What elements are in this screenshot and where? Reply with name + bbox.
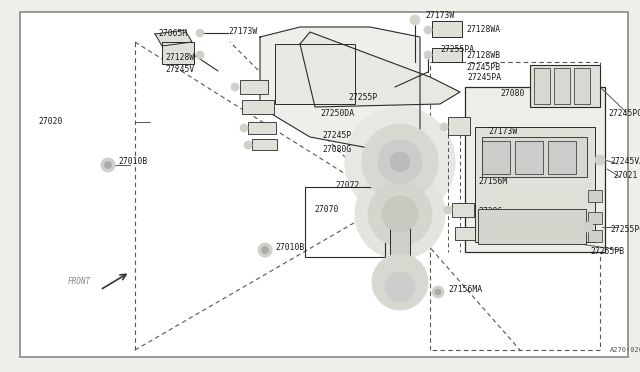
Text: 27206: 27206	[478, 208, 502, 217]
Bar	[252, 139, 277, 150]
Circle shape	[424, 51, 432, 59]
Text: 27255PC: 27255PC	[610, 224, 640, 234]
Circle shape	[583, 222, 593, 232]
Text: 27255PA: 27255PA	[440, 45, 474, 55]
Text: 27245V: 27245V	[165, 65, 195, 74]
Circle shape	[368, 182, 432, 246]
Bar	[548, 141, 576, 174]
Circle shape	[240, 124, 248, 132]
Circle shape	[104, 161, 111, 169]
Text: 27070: 27070	[314, 205, 339, 214]
Circle shape	[440, 123, 448, 131]
Bar	[554, 68, 570, 104]
Circle shape	[424, 26, 432, 34]
Circle shape	[231, 83, 239, 91]
Bar	[240, 80, 268, 94]
Circle shape	[101, 158, 115, 172]
Circle shape	[345, 107, 455, 217]
Text: 27173W: 27173W	[425, 12, 454, 20]
Circle shape	[390, 152, 410, 172]
Text: FRONT: FRONT	[68, 278, 91, 286]
Text: 27020: 27020	[38, 118, 62, 126]
Bar	[452, 203, 474, 217]
Text: 27173W: 27173W	[228, 28, 257, 36]
Text: 277610: 277610	[478, 237, 508, 247]
Circle shape	[435, 289, 441, 295]
Circle shape	[410, 15, 420, 25]
Text: 27245P: 27245P	[322, 131, 351, 140]
Text: 27245PB: 27245PB	[466, 62, 500, 71]
Bar	[574, 68, 590, 104]
Text: 27238: 27238	[380, 150, 404, 158]
Bar	[475, 127, 595, 242]
Text: 27072: 27072	[335, 182, 360, 190]
Text: 27173W: 27173W	[488, 128, 517, 137]
Bar	[482, 141, 510, 174]
Text: 27245VA: 27245VA	[610, 157, 640, 167]
Circle shape	[385, 272, 415, 302]
Text: 27156M: 27156M	[478, 177, 508, 186]
Bar	[478, 209, 586, 244]
Text: 27080G: 27080G	[322, 145, 351, 154]
Circle shape	[262, 247, 269, 253]
Text: 27245PC: 27245PC	[608, 109, 640, 119]
Circle shape	[382, 196, 418, 232]
Text: 27010B: 27010B	[118, 157, 147, 167]
Polygon shape	[260, 27, 420, 152]
Text: 27255P: 27255P	[348, 93, 377, 102]
Circle shape	[372, 254, 428, 310]
Circle shape	[196, 51, 204, 59]
Bar	[248, 122, 276, 134]
Text: 27080: 27080	[500, 90, 524, 99]
Bar	[162, 42, 194, 64]
Circle shape	[196, 29, 204, 37]
Bar	[530, 65, 600, 107]
Text: 272500: 272500	[488, 140, 517, 148]
Text: A270◦0205: A270◦0205	[610, 347, 640, 353]
Bar	[482, 137, 587, 177]
Text: 27250DA: 27250DA	[320, 109, 354, 119]
Circle shape	[432, 286, 444, 298]
Bar	[465, 87, 605, 252]
Bar	[534, 68, 550, 104]
Text: 27156MA: 27156MA	[448, 285, 482, 295]
Circle shape	[258, 243, 272, 257]
Circle shape	[244, 141, 252, 149]
Bar	[275, 44, 355, 104]
Text: 27065H: 27065H	[158, 29, 188, 38]
Polygon shape	[300, 32, 460, 107]
Polygon shape	[155, 30, 192, 46]
Bar	[588, 190, 602, 202]
Bar	[588, 230, 602, 242]
Circle shape	[444, 206, 452, 214]
Bar	[455, 227, 475, 240]
Text: 27010B: 27010B	[275, 243, 304, 251]
Text: 27021: 27021	[613, 171, 637, 180]
Bar	[588, 212, 602, 224]
Bar	[432, 48, 462, 62]
Circle shape	[378, 140, 422, 184]
Text: 27128WB: 27128WB	[466, 51, 500, 60]
Text: 27128W: 27128W	[165, 52, 195, 61]
Circle shape	[362, 124, 438, 200]
Text: 27245PA: 27245PA	[467, 74, 501, 83]
Circle shape	[595, 155, 605, 165]
Bar	[242, 100, 274, 114]
Bar	[448, 117, 470, 135]
Bar	[390, 227, 410, 272]
Bar	[432, 21, 462, 37]
Bar	[515, 141, 543, 174]
Bar	[305, 187, 385, 257]
Circle shape	[355, 169, 445, 259]
Text: 27128WA: 27128WA	[466, 26, 500, 35]
Text: 27255PB: 27255PB	[590, 247, 624, 257]
